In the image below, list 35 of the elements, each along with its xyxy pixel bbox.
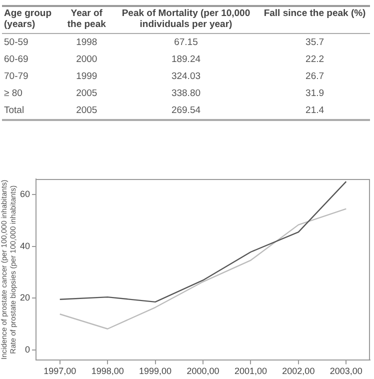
x-tick-label: 1998,00 <box>91 366 124 376</box>
x-tick-label: 2002,00 <box>282 366 315 376</box>
text: 67.15 <box>173 36 199 50</box>
text: 22.2 <box>304 52 326 67</box>
x-tick-label: 1997,00 <box>44 366 76 376</box>
category-label: Fall since the peak (%) <box>260 6 370 34</box>
y-tick-label: 40 <box>20 240 30 251</box>
text: 35.7 <box>304 36 326 50</box>
category-label: Year of the peak <box>60 6 112 34</box>
x-tick-label: 2003,00 <box>330 366 362 376</box>
text: 21.4 <box>304 104 326 118</box>
x-tick-label: 2000,00 <box>186 366 220 376</box>
text: 2005 <box>75 86 98 101</box>
text: 26.7 <box>304 70 326 84</box>
text: 2000 <box>75 52 98 67</box>
text: ≥ 80 <box>3 86 24 101</box>
x-tick-label: 1999,00 <box>139 366 172 376</box>
category-label: Age group (years) <box>2 6 61 34</box>
y-tick-label: 60 <box>20 189 30 200</box>
text: 2005 <box>75 104 98 118</box>
text: 1998 <box>75 36 98 50</box>
text: 31.9 <box>304 86 326 101</box>
text: Total <box>3 104 26 118</box>
text: 1999 <box>75 70 98 84</box>
category-label: Peak of Mortality (per 10,000 individuals per year) <box>112 6 260 34</box>
y-tick-label: 20 <box>20 292 30 303</box>
text: 324.03 <box>170 70 202 84</box>
text: 269.54 <box>170 104 202 118</box>
text: 50-59 <box>3 36 30 50</box>
text: 338.80 <box>170 86 202 101</box>
y-tick-label: 0 <box>24 344 30 354</box>
text: 70-79 <box>3 70 30 84</box>
text: 60-69 <box>3 52 30 67</box>
x-tick-label: 2001,00 <box>234 366 267 376</box>
text: 189.24 <box>170 52 202 67</box>
